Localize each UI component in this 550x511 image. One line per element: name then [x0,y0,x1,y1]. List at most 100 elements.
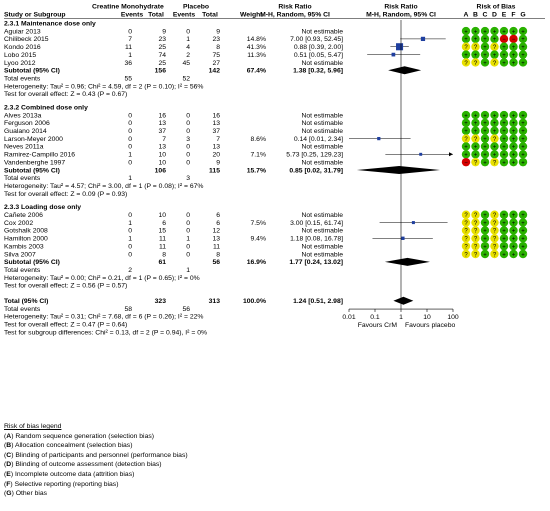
subtotal-n-placebo: 142 [209,68,221,75]
legend-text: Incomplete outcome data (attrition bias) [14,470,135,478]
rob-symbol: + [502,129,506,135]
rob-dot [480,142,490,151]
events-placebo: 0 [186,243,190,250]
total-label: Total (95% CI) [4,298,48,305]
rob-dot [518,241,528,251]
rob-symbol: + [512,221,516,227]
rob-symbol: + [483,29,487,35]
study-name: Cox 2002 [4,220,33,227]
rob-symbol: ? [464,244,468,250]
legend-item: (D) Blinding of outcome assessment (dete… [4,461,162,469]
rob-symbol: + [483,113,487,119]
rob-symbol: + [474,153,478,159]
rob-symbol: + [483,53,487,59]
rob-dot [509,26,518,36]
legend-letter: D [6,461,12,469]
x-tick-label: 1 [399,314,403,321]
risk-ratio-text: 3.00 [0.15, 61.74] [290,220,343,227]
rob-symbol: + [502,53,506,59]
rob-symbol: + [512,252,516,258]
rob-symbol: + [502,113,506,119]
rob-dot [490,210,499,219]
study-name: Chilibeck 2015 [4,36,49,43]
rob-dot [499,110,509,120]
rob-symbol: + [483,221,487,227]
rob-symbol: + [464,53,468,59]
subtotal-label: Subtotal (95% CI) [4,167,60,174]
rob-dot [499,142,509,151]
rob-dot [471,134,480,143]
rob-dot [509,150,518,159]
rob-dot [509,50,518,59]
rob-symbol: + [502,213,506,219]
total-events-label: Total events [4,306,41,313]
rob-symbol: + [512,113,516,119]
legend-text: Selective reporting (reporting bias) [14,480,119,488]
rob-dot [509,118,518,128]
total-n-crm: 323 [155,298,167,305]
total-events-placebo: 52 [182,75,190,82]
rob-column-letter: F [511,12,515,19]
total-crm: 15 [158,228,166,235]
rob-symbol: + [512,121,516,127]
rob-dot [518,134,528,143]
subtotal-label: Subtotal (95% CI) [4,259,60,266]
rob-dot [471,249,480,259]
total-crm: 25 [158,44,166,51]
rob-dot [509,134,518,143]
rob-dot [499,210,509,219]
rob-symbol: + [502,45,506,51]
rob-symbol: + [483,213,487,219]
total-events-placebo: 3 [186,175,190,182]
rob-symbol: + [502,121,506,127]
study-name: Hamilton 2000 [4,236,48,243]
rob-dot [480,134,490,143]
rob-dot [461,34,471,44]
rob-dot [480,241,490,251]
rob-symbol: ? [464,137,468,143]
events-placebo: 0 [186,120,190,127]
total-weight: 100.0% [243,298,266,305]
rob-dot [490,150,499,159]
subtotal-risk-ratio: 1.77 [0.24, 13.02] [289,259,343,266]
rob-dot [480,34,490,44]
rob-dot [490,118,499,128]
rob-symbol: + [493,121,497,127]
rob-dot [471,157,480,167]
legend-letter: F [6,480,11,488]
events-placebo: 0 [186,128,190,135]
rob-column-letter: D [492,12,497,19]
rob-symbol: + [474,145,478,151]
rob-dot [518,210,528,219]
rob-symbol: + [483,45,487,51]
rob-dot [471,34,480,44]
rob-dot [480,234,490,243]
rob-symbol: ? [474,61,478,67]
study-point [377,136,381,141]
legend-text: Random sequence generation (selection bi… [15,432,155,440]
rob-symbol: ? [464,213,468,219]
rob-symbol: ? [493,244,497,250]
rob-dot [518,150,528,159]
study-weight: 7.1% [251,152,267,159]
events-crm: 0 [128,243,132,250]
rob-symbol: − [512,37,516,43]
study-name: Ramirez-Campillo 2016 [4,152,75,159]
rob-dot [509,157,518,167]
rob-dot [480,150,490,159]
rob-symbol: + [464,113,468,119]
events-crm: 1 [128,220,132,227]
rob-symbol: + [502,221,506,227]
x-tick-label: 10 [423,314,431,321]
subtotal-risk-ratio: 1.38 [0.32, 5.96] [293,68,343,75]
rob-dot [471,150,480,159]
header-risk-ratio: Risk Ratio [278,4,311,11]
total-placebo: 9 [216,28,220,35]
rob-symbol: ? [493,221,497,227]
legend-item: (E) Incomplete outcome data (attrition b… [4,470,135,478]
subtotal-weight: 16.9% [247,259,266,266]
events-placebo: 0 [186,152,190,159]
rob-symbol: ? [493,61,497,67]
rob-symbol: + [512,153,516,159]
rob-dot [509,34,518,44]
